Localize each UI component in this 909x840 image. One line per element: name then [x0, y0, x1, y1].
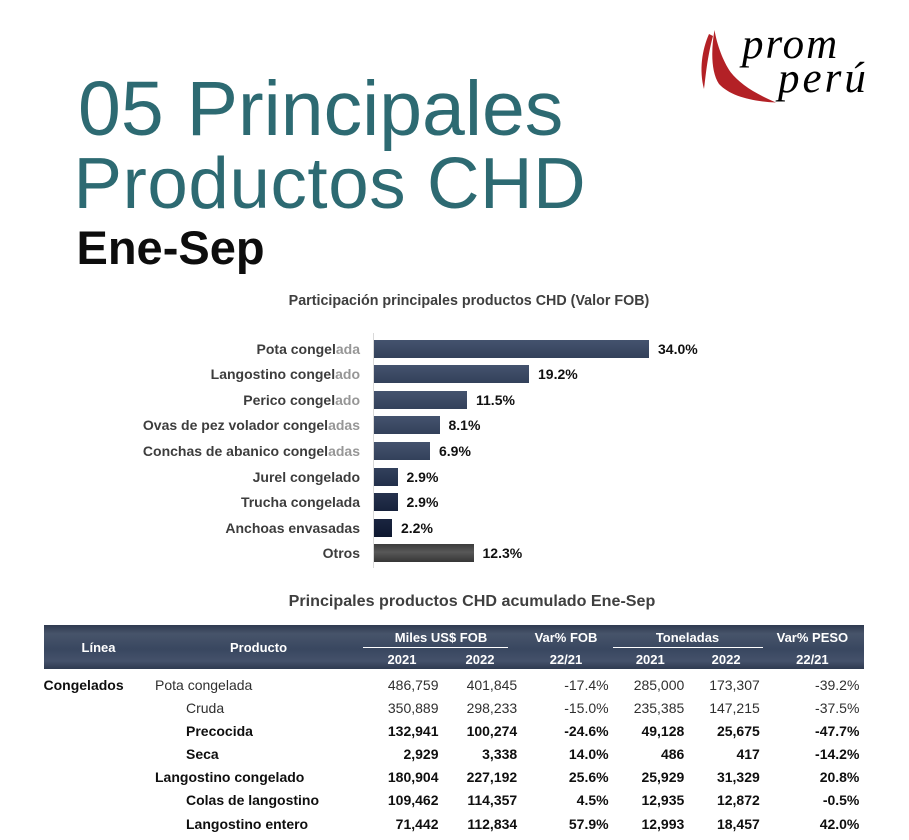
svg-text:prom: prom [739, 22, 839, 68]
svg-text:perú: perú [775, 55, 869, 102]
